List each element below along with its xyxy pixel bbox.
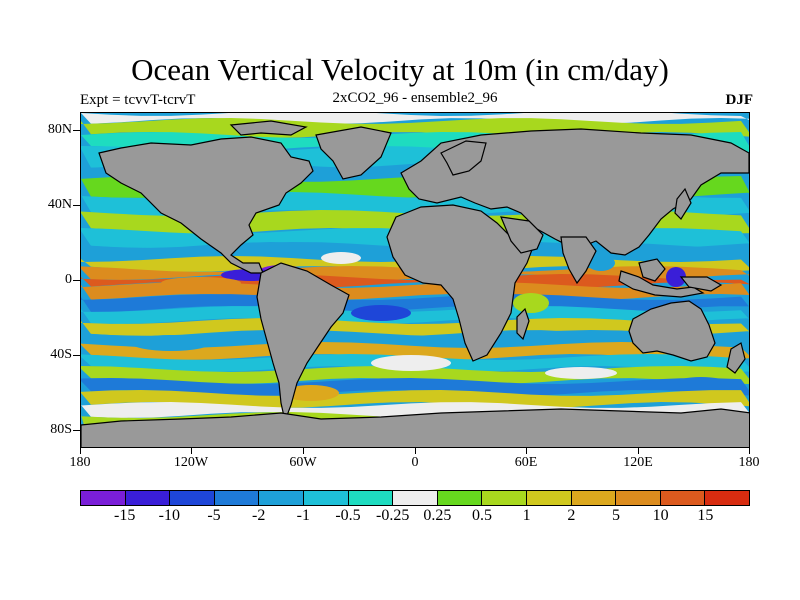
lon-tick	[526, 448, 527, 454]
land-india	[560, 236, 597, 285]
plot-title: Ocean Vertical Velocity at 10m (in cm/da…	[131, 52, 669, 87]
colorbar-label: -15	[113, 507, 136, 524]
colorbar-label: 10	[652, 507, 669, 524]
lat-tick	[73, 130, 80, 131]
land-antarctica	[81, 408, 749, 447]
land-australia	[628, 300, 716, 362]
colorbar-label: -0.5	[335, 507, 361, 524]
colorbar-label: 2	[567, 507, 576, 524]
land-north-america	[98, 136, 314, 274]
colorbar-box	[482, 491, 527, 505]
lat-label-80n: 80N	[47, 122, 72, 137]
lon-label-60e: 60E	[514, 455, 538, 470]
colorbar-label: 0.25	[423, 507, 452, 524]
colorbar-box	[303, 491, 349, 505]
colorbar-box	[616, 491, 661, 505]
lat-label-40n: 40N	[47, 197, 72, 212]
velocity-patch	[371, 355, 451, 371]
velocity-patch	[675, 377, 727, 389]
colorbar-label: -10	[158, 507, 180, 524]
ensemble-label: 2xCO2_96 - ensemble2_96	[332, 90, 498, 106]
lon-tick	[303, 448, 304, 454]
colorbar-label: 1	[522, 507, 531, 524]
lat-label-40s: 40S	[50, 347, 72, 362]
lon-label-60w: 60W	[289, 455, 317, 470]
land-new-zealand	[726, 342, 746, 374]
colorbar-box	[660, 491, 706, 505]
land-arabia	[500, 216, 544, 254]
colorbar-box	[170, 491, 215, 505]
lat-tick	[73, 355, 80, 356]
velocity-patch	[666, 267, 686, 287]
velocity-patch	[513, 293, 549, 313]
colorbar-label: 15	[697, 507, 714, 524]
lat-tick	[73, 205, 80, 206]
colorbar-label: -5	[207, 507, 221, 524]
velocity-patch	[545, 367, 617, 379]
lon-tick	[638, 448, 639, 454]
lon-label-120e: 120E	[623, 455, 653, 470]
lon-label-180e: 180	[738, 455, 760, 470]
lat-tick	[73, 280, 80, 281]
land-masses	[81, 120, 749, 447]
velocity-patch	[131, 335, 211, 351]
colorbar-box	[259, 491, 304, 505]
colorbar-label: 5	[612, 507, 620, 524]
lon-tick	[191, 448, 192, 454]
velocity-band	[81, 330, 749, 348]
colorbar-box	[393, 491, 438, 505]
land-arctic-islands	[229, 120, 308, 136]
velocity-patch	[283, 385, 339, 401]
velocity-band	[81, 378, 749, 396]
lon-label-120w: 120W	[173, 455, 209, 470]
land-indonesia	[618, 270, 705, 298]
lon-tick	[749, 448, 750, 454]
velocity-map	[81, 113, 749, 447]
lat-tick	[73, 430, 80, 431]
map-panel	[80, 112, 750, 448]
colorbar-label: 0.5	[472, 507, 492, 524]
land-new-guinea	[679, 276, 723, 292]
velocity-band	[81, 390, 749, 408]
colorbar-box	[214, 491, 260, 505]
land-scandinavia	[440, 140, 487, 176]
land-eurasia	[400, 128, 749, 256]
colorbar-box	[526, 491, 572, 505]
velocity-band	[81, 342, 749, 360]
land-south-america	[256, 262, 350, 424]
lon-tick	[415, 448, 416, 454]
lon-tick	[80, 448, 81, 454]
land-greenland	[315, 126, 392, 180]
colorbar-box	[348, 491, 394, 505]
lat-label-80s: 80S	[50, 422, 72, 437]
experiment-label: Expt = tcvvT-tcrvT	[80, 92, 196, 108]
land-japan	[674, 187, 692, 220]
velocity-patch	[351, 305, 411, 321]
colorbar	[80, 490, 750, 506]
colorbar-box	[705, 491, 749, 505]
colorbar-box	[571, 491, 617, 505]
land-africa	[386, 204, 534, 362]
lat-label-eq: 0	[65, 272, 72, 287]
colorbar-box	[437, 491, 483, 505]
lon-label-0: 0	[411, 455, 419, 470]
season-label: DJF	[725, 92, 754, 108]
colorbar-label: -2	[251, 507, 266, 524]
lon-label-180w: 180	[69, 455, 91, 470]
velocity-patch	[321, 252, 361, 264]
velocity-patch	[161, 277, 241, 289]
velocity-patch	[587, 255, 615, 271]
land-borneo	[638, 258, 666, 282]
colorbar-label: -1	[296, 507, 310, 524]
colorbar-label: -0.25	[375, 507, 410, 524]
land-madagascar	[516, 307, 530, 341]
colorbar-box	[125, 491, 171, 505]
colorbar-box	[81, 491, 126, 505]
